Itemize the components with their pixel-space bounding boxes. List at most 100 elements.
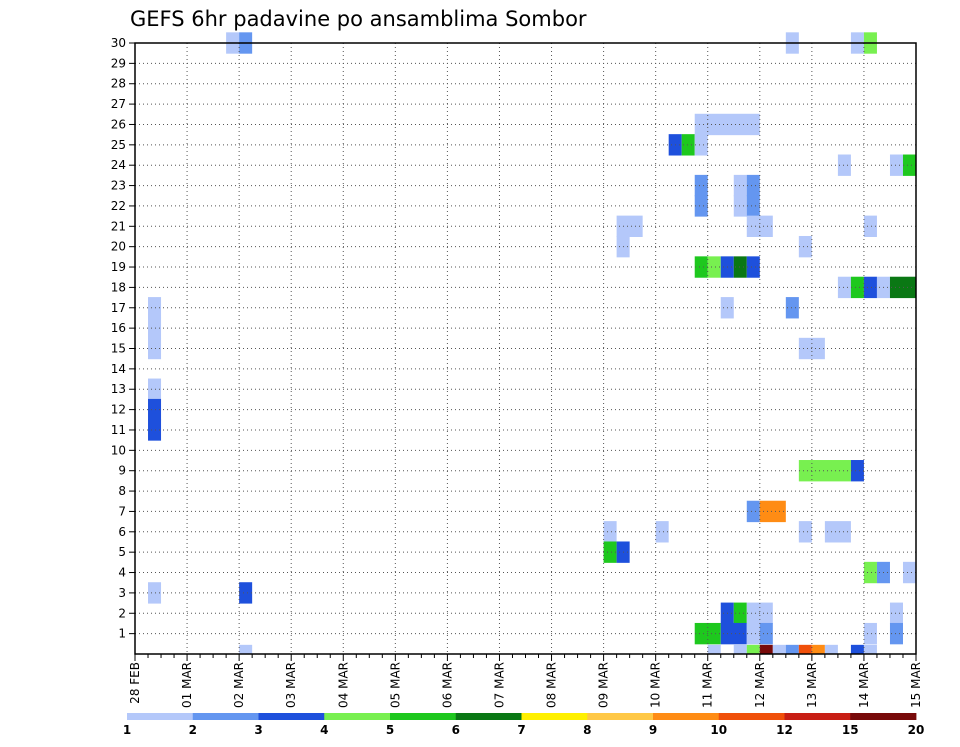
data-cell <box>863 644 877 655</box>
y-tick-label: 20 <box>111 240 126 254</box>
y-tick-label: 21 <box>111 219 126 233</box>
y-tick-label: 17 <box>111 301 126 315</box>
data-cell <box>837 154 851 176</box>
data-cell <box>148 378 162 400</box>
data-cell <box>863 215 877 237</box>
x-tick-label: 12 MAR <box>753 662 767 708</box>
colorbar-swatch <box>718 713 785 720</box>
data-cell <box>746 500 760 523</box>
x-tick-label: 15 MAR <box>909 662 923 708</box>
data-cell <box>616 215 643 237</box>
data-cell <box>889 622 903 645</box>
data-cell <box>746 174 760 197</box>
colorbar-swatch <box>521 713 588 720</box>
x-tick-label: 09 MAR <box>597 662 611 708</box>
data-cell <box>733 174 747 197</box>
y-tick-label: 19 <box>111 260 126 274</box>
x-tick-label: 08 MAR <box>545 662 559 708</box>
data-cell <box>239 644 253 655</box>
colorbar-label: 1 <box>123 723 131 737</box>
data-cell <box>889 154 903 176</box>
colorbar-swatch <box>258 713 325 720</box>
data-cell <box>798 644 812 655</box>
data-cell <box>863 561 877 584</box>
data-cell <box>837 276 851 299</box>
colorbar-swatch <box>850 713 917 720</box>
y-tick-label: 14 <box>111 362 126 376</box>
colorbar-swatch <box>784 713 851 720</box>
x-tick-label: 14 MAR <box>857 662 871 708</box>
data-cell <box>694 256 708 278</box>
data-cell <box>746 195 760 217</box>
data-cell <box>681 134 695 156</box>
data-cell <box>707 644 721 655</box>
data-cell <box>889 602 903 624</box>
y-tick-label: 25 <box>111 138 126 152</box>
cells-layer <box>148 32 916 655</box>
data-cell <box>746 622 760 645</box>
y-tick-label: 11 <box>111 423 126 437</box>
data-cell <box>148 398 162 421</box>
x-tick-label: 13 MAR <box>805 662 819 708</box>
y-tick-label: 16 <box>111 321 126 335</box>
data-cell <box>798 521 812 543</box>
y-tick-label: 12 <box>111 403 126 417</box>
x-tick-label: 10 MAR <box>649 662 663 708</box>
data-cell <box>772 644 786 655</box>
colorbar-label: 12 <box>776 723 793 737</box>
y-tick-label: 10 <box>111 443 126 457</box>
colorbar-swatch <box>324 713 391 720</box>
data-cell <box>850 460 864 482</box>
colorbar-swatch <box>587 713 654 720</box>
data-cell <box>148 419 162 441</box>
data-cell <box>746 644 760 655</box>
data-cell <box>733 195 747 217</box>
data-cell <box>863 276 877 299</box>
data-cell <box>824 644 838 655</box>
data-cell <box>850 644 864 655</box>
colorbar-label: 5 <box>386 723 394 737</box>
data-cell <box>785 297 799 319</box>
colorbar-label: 7 <box>517 723 525 737</box>
y-tick-label: 5 <box>118 545 126 559</box>
data-cell <box>850 276 864 299</box>
data-cell <box>694 134 708 156</box>
x-tick-label: 07 MAR <box>493 662 507 708</box>
data-cell <box>603 521 617 543</box>
data-cell <box>603 541 617 563</box>
data-cell <box>733 256 747 278</box>
colorbar-swatch <box>455 713 522 720</box>
data-cell <box>811 644 825 655</box>
y-tick-label: 3 <box>118 586 126 600</box>
x-tick-label: 01 MAR <box>180 662 194 708</box>
x-tick-label: 05 MAR <box>388 662 402 708</box>
data-cell <box>720 622 747 645</box>
y-tick-label: 13 <box>111 382 126 396</box>
data-cell <box>902 561 916 584</box>
x-tick-label: 28 FEB <box>128 662 142 704</box>
colorbar-label: 8 <box>583 723 591 737</box>
y-tick-label: 8 <box>118 484 126 498</box>
y-tick-label: 24 <box>111 158 126 172</box>
data-cell <box>694 174 708 197</box>
chart-title: GEFS 6hr padavine po ansamblima Sombor <box>130 7 587 31</box>
colorbar: 1 2 3 4 5 6 7 8 9 10 12 15 20 <box>123 713 924 737</box>
x-tick-label: 02 MAR <box>232 662 246 708</box>
y-tick-label: 9 <box>118 464 126 478</box>
colorbar-label: 6 <box>452 723 460 737</box>
data-cell <box>148 317 162 339</box>
colorbar-label: 2 <box>189 723 197 737</box>
data-cell <box>733 602 747 624</box>
data-cell <box>798 460 851 482</box>
data-cell <box>733 644 747 655</box>
colorbar-label: 4 <box>320 723 328 737</box>
data-cell <box>694 195 708 217</box>
data-cell <box>707 256 721 278</box>
data-cell <box>759 622 773 645</box>
y-tick-label: 26 <box>111 117 126 131</box>
data-cell <box>148 337 162 360</box>
data-cell <box>759 500 786 523</box>
x-axis: 28 FEB 01 MAR 02 MAR 03 MAR 04 MAR 05 MAR 06 M… <box>128 654 923 708</box>
